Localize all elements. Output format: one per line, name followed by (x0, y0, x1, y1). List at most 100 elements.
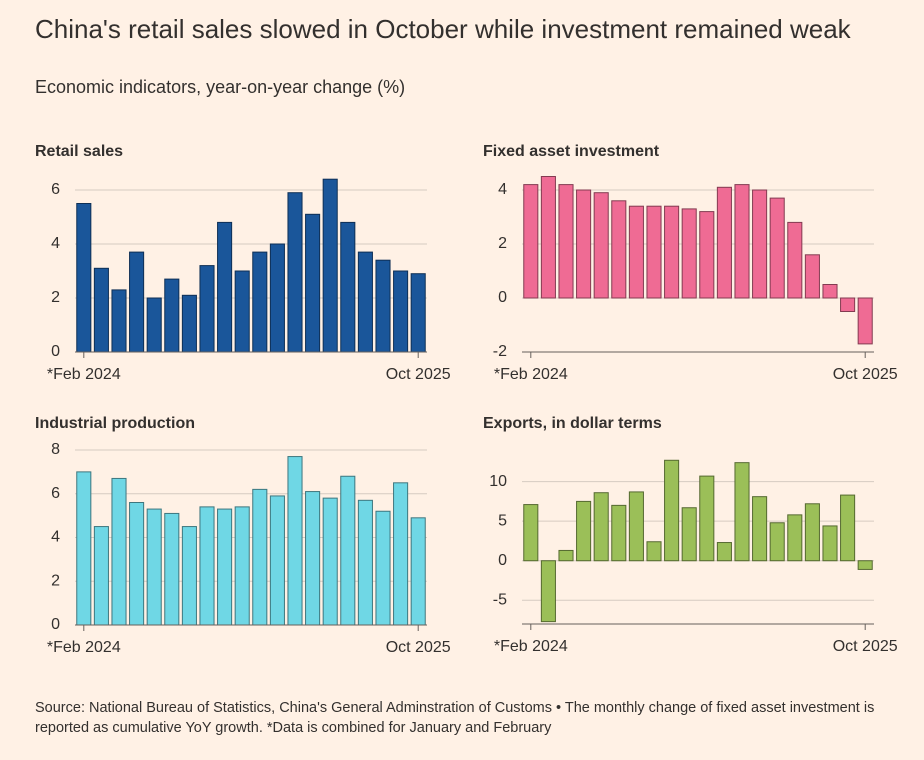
bar (111, 289, 127, 353)
bar (217, 508, 233, 626)
y-tick-label: 2 (51, 289, 60, 306)
bar (93, 526, 109, 626)
chart-title: China's retail sales slowed in October w… (35, 14, 852, 44)
bar (752, 496, 768, 562)
bar (146, 508, 162, 626)
panel-title: Industrial production (35, 415, 195, 432)
bar (357, 251, 373, 353)
bar (611, 200, 627, 299)
y-tick-label: 5 (498, 512, 507, 529)
chart-subtitle: Economic indicators, year-on-year change… (35, 77, 405, 97)
bar (76, 471, 92, 626)
x-tick-label: *Feb 2024 (494, 638, 568, 655)
y-tick-label: 8 (51, 441, 60, 458)
bar (146, 297, 162, 353)
x-tick-label: Oct 2025 (833, 366, 898, 383)
bar (699, 211, 715, 299)
bar (252, 488, 268, 626)
bar (681, 507, 697, 562)
y-tick-label: 0 (51, 616, 60, 633)
bar (822, 525, 838, 562)
bar (199, 506, 215, 626)
bar (269, 243, 285, 353)
bar (375, 259, 391, 353)
x-tick-label: *Feb 2024 (47, 639, 121, 656)
bar (611, 504, 627, 562)
bar (375, 510, 391, 626)
y-tick-label: 0 (51, 343, 60, 360)
bar (410, 517, 426, 626)
bar (681, 208, 697, 299)
bar (769, 197, 785, 299)
bar (664, 205, 680, 299)
bar (822, 284, 838, 299)
bar (664, 459, 680, 562)
y-tick-label: 6 (51, 181, 60, 198)
bar (716, 186, 732, 299)
x-tick-label: *Feb 2024 (47, 366, 121, 383)
bar (305, 213, 321, 353)
bar (322, 497, 338, 626)
bar (593, 492, 609, 562)
y-tick-label: 6 (51, 485, 60, 502)
bar (129, 251, 145, 353)
bar (287, 456, 303, 626)
bar (628, 491, 644, 562)
y-tick-label: 2 (51, 572, 60, 589)
y-tick-label: 10 (489, 473, 507, 490)
bar (857, 297, 873, 345)
bar (234, 506, 250, 626)
bar (523, 184, 539, 299)
bar (523, 504, 539, 562)
x-tick-label: Oct 2025 (386, 639, 451, 656)
panel-title: Retail sales (35, 143, 123, 160)
y-tick-label: 4 (51, 235, 60, 252)
bar (558, 549, 574, 562)
bar (857, 560, 873, 570)
bar (129, 502, 145, 626)
y-tick-label: -2 (493, 343, 507, 360)
bar (576, 500, 592, 562)
bar (646, 205, 662, 299)
bar (593, 192, 609, 299)
bar (269, 495, 285, 626)
bar (769, 522, 785, 562)
x-tick-label: *Feb 2024 (494, 366, 568, 383)
footnote: Source: National Bureau of Statistics, C… (35, 700, 875, 736)
bar (322, 178, 338, 353)
bar (540, 176, 556, 299)
panel-title: Fixed asset investment (483, 143, 660, 160)
y-tick-label: 4 (51, 529, 60, 546)
bar (199, 265, 215, 353)
bar (804, 254, 820, 299)
bar (252, 251, 268, 353)
y-tick-label: 2 (498, 235, 507, 252)
bar (76, 203, 92, 353)
bar (340, 221, 356, 353)
bar (787, 514, 803, 562)
bar (734, 184, 750, 299)
bar (93, 267, 109, 353)
bar (393, 482, 409, 626)
bar (340, 475, 356, 626)
y-tick-label: -5 (493, 591, 507, 608)
bar (111, 477, 127, 626)
bar (540, 560, 556, 623)
bar (305, 491, 321, 626)
bar (804, 503, 820, 562)
y-tick-label: 4 (498, 181, 507, 198)
bar (164, 512, 180, 626)
bar (646, 541, 662, 562)
bar (234, 270, 250, 353)
bar (734, 462, 750, 562)
bar (287, 192, 303, 353)
bar (393, 270, 409, 353)
bar (840, 297, 856, 312)
bar (716, 542, 732, 562)
bar (558, 184, 574, 299)
bar (628, 205, 644, 299)
bar (410, 273, 426, 353)
bar (217, 221, 233, 353)
